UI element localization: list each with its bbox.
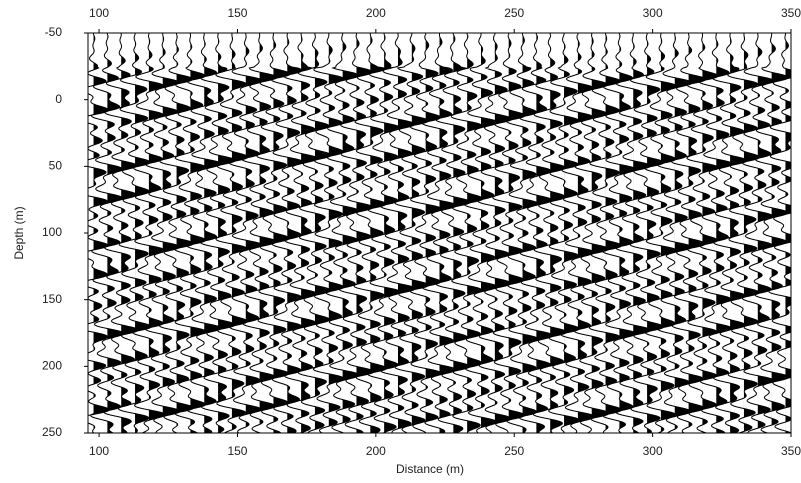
y-tick-label: 100 — [42, 225, 62, 239]
x-tick-label-top: 200 — [366, 6, 386, 20]
wiggle-fill — [522, 35, 538, 433]
wiggle-fill — [467, 35, 483, 433]
x-tick-label: 300 — [643, 444, 663, 458]
wiggle-trace — [686, 34, 719, 433]
wiggle-trace — [312, 34, 345, 433]
wiggle-fill — [411, 35, 429, 433]
wiggle-fill — [301, 35, 318, 433]
y-axis-title: Depth (m) — [12, 206, 26, 259]
x-tick-label: 200 — [366, 444, 386, 458]
wiggle-trace — [492, 34, 526, 433]
wiggle-trace — [90, 34, 125, 433]
wiggle-trace — [270, 35, 304, 433]
wiggle-trace — [573, 34, 610, 433]
wiggle-fill — [162, 35, 181, 433]
wiggle-trace — [215, 34, 249, 433]
wiggle-fill — [397, 35, 416, 433]
wiggle-fill — [591, 35, 610, 433]
wiggle-trace — [338, 34, 375, 433]
wiggle-trace — [547, 34, 581, 433]
x-axis-title: Distance (m) — [396, 462, 464, 476]
wiggle-trace — [477, 34, 513, 433]
wiggle-fill — [328, 35, 344, 433]
wiggle-trace — [379, 35, 416, 433]
wiggle-trace — [88, 34, 110, 433]
wiggle-trace — [615, 34, 652, 433]
wiggle-trace — [698, 34, 734, 433]
wiggle-trace — [602, 34, 637, 433]
x-tick-label-top: 300 — [643, 6, 663, 20]
x-tick-label-top: 150 — [227, 6, 247, 20]
wiggle-trace — [103, 34, 140, 433]
x-tick-label-top: 100 — [89, 6, 109, 20]
wiggle-fill — [730, 35, 747, 433]
wiggle-trace — [256, 34, 291, 433]
wiggle-fill — [674, 35, 692, 433]
wiggle-trace — [409, 34, 443, 433]
wiggle-trace — [144, 34, 181, 433]
wiggle-fill — [439, 35, 457, 433]
wiggle-fill — [647, 35, 664, 433]
wiggle-fill — [577, 35, 595, 433]
wiggle-trace — [186, 34, 222, 433]
y-tick-label: 150 — [42, 292, 62, 306]
wiggle-trace — [200, 35, 236, 433]
wiggle-trace — [588, 34, 623, 433]
wiggle-fill — [619, 35, 636, 433]
wiggle-fill — [494, 35, 513, 433]
wiggle-trace — [727, 34, 761, 433]
wiggle-trace — [754, 34, 790, 433]
wiggle-trace — [712, 35, 748, 433]
wiggle-trace — [741, 35, 775, 433]
wiggle-trace — [464, 34, 499, 433]
wiggle-fill — [771, 35, 789, 433]
wiggle-fill — [314, 35, 332, 433]
wiggle-trace — [228, 34, 263, 433]
wiggle-fill — [508, 35, 525, 433]
wiggle-fill — [93, 35, 110, 433]
x-tick-label: 150 — [227, 444, 247, 458]
x-tick-label-top: 250 — [504, 6, 524, 20]
wiggle-fill — [148, 35, 166, 433]
wiggle-fill — [370, 35, 387, 433]
wiggle-trace — [132, 35, 166, 433]
wiggle-trace — [158, 34, 195, 433]
wiggle-fill — [287, 35, 303, 433]
y-tick-label: 50 — [49, 159, 63, 173]
x-tick-label-top: 350 — [781, 6, 801, 20]
wiggle-trace — [670, 34, 707, 433]
wiggle-fill — [273, 35, 291, 433]
wiggle-trace — [506, 34, 539, 433]
traces — [88, 33, 791, 433]
wiggle-fill — [135, 35, 152, 433]
y-tick-label: 200 — [42, 359, 62, 373]
wiggle-trace — [629, 34, 665, 433]
wiggle-fill — [107, 35, 124, 433]
wiggle-trace — [117, 34, 152, 433]
wiggle-fill — [259, 35, 278, 433]
wiggle-trace — [421, 34, 458, 433]
y-tick-label: 250 — [42, 425, 62, 439]
wiggle-trace — [656, 34, 693, 433]
x-tick-label: 350 — [781, 444, 801, 458]
x-tick-label: 100 — [89, 444, 109, 458]
y-tick-label: -50 — [45, 25, 63, 39]
wiggle-trace — [450, 34, 484, 433]
wiggle-trace — [644, 35, 678, 433]
wiggle-trace — [532, 35, 568, 433]
wiggle-trace — [768, 34, 791, 433]
wiggle-trace — [174, 34, 207, 433]
x-tick-label: 250 — [504, 444, 524, 458]
wiggle-fill — [688, 35, 706, 433]
wiggle-trace — [560, 34, 596, 433]
y-tick-label: 0 — [55, 92, 62, 106]
wiggle-fill — [204, 35, 222, 433]
wiggle-fill — [218, 35, 236, 433]
wiggle-trace — [241, 35, 278, 433]
wiggle-trace — [394, 34, 430, 433]
wiggle-trace — [325, 34, 361, 433]
wiggle-fill — [176, 35, 194, 433]
